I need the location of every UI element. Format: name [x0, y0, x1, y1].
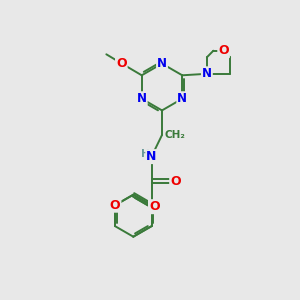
Text: N: N [177, 92, 187, 105]
Text: O: O [116, 57, 127, 70]
Text: N: N [146, 150, 157, 163]
Text: O: O [149, 200, 160, 213]
Text: O: O [170, 175, 181, 188]
Text: CH₂: CH₂ [164, 130, 185, 140]
Text: H: H [140, 149, 149, 159]
Text: O: O [218, 44, 229, 57]
Text: N: N [137, 92, 147, 105]
Text: N: N [202, 67, 212, 80]
Text: N: N [157, 57, 167, 70]
Text: O: O [110, 199, 120, 212]
